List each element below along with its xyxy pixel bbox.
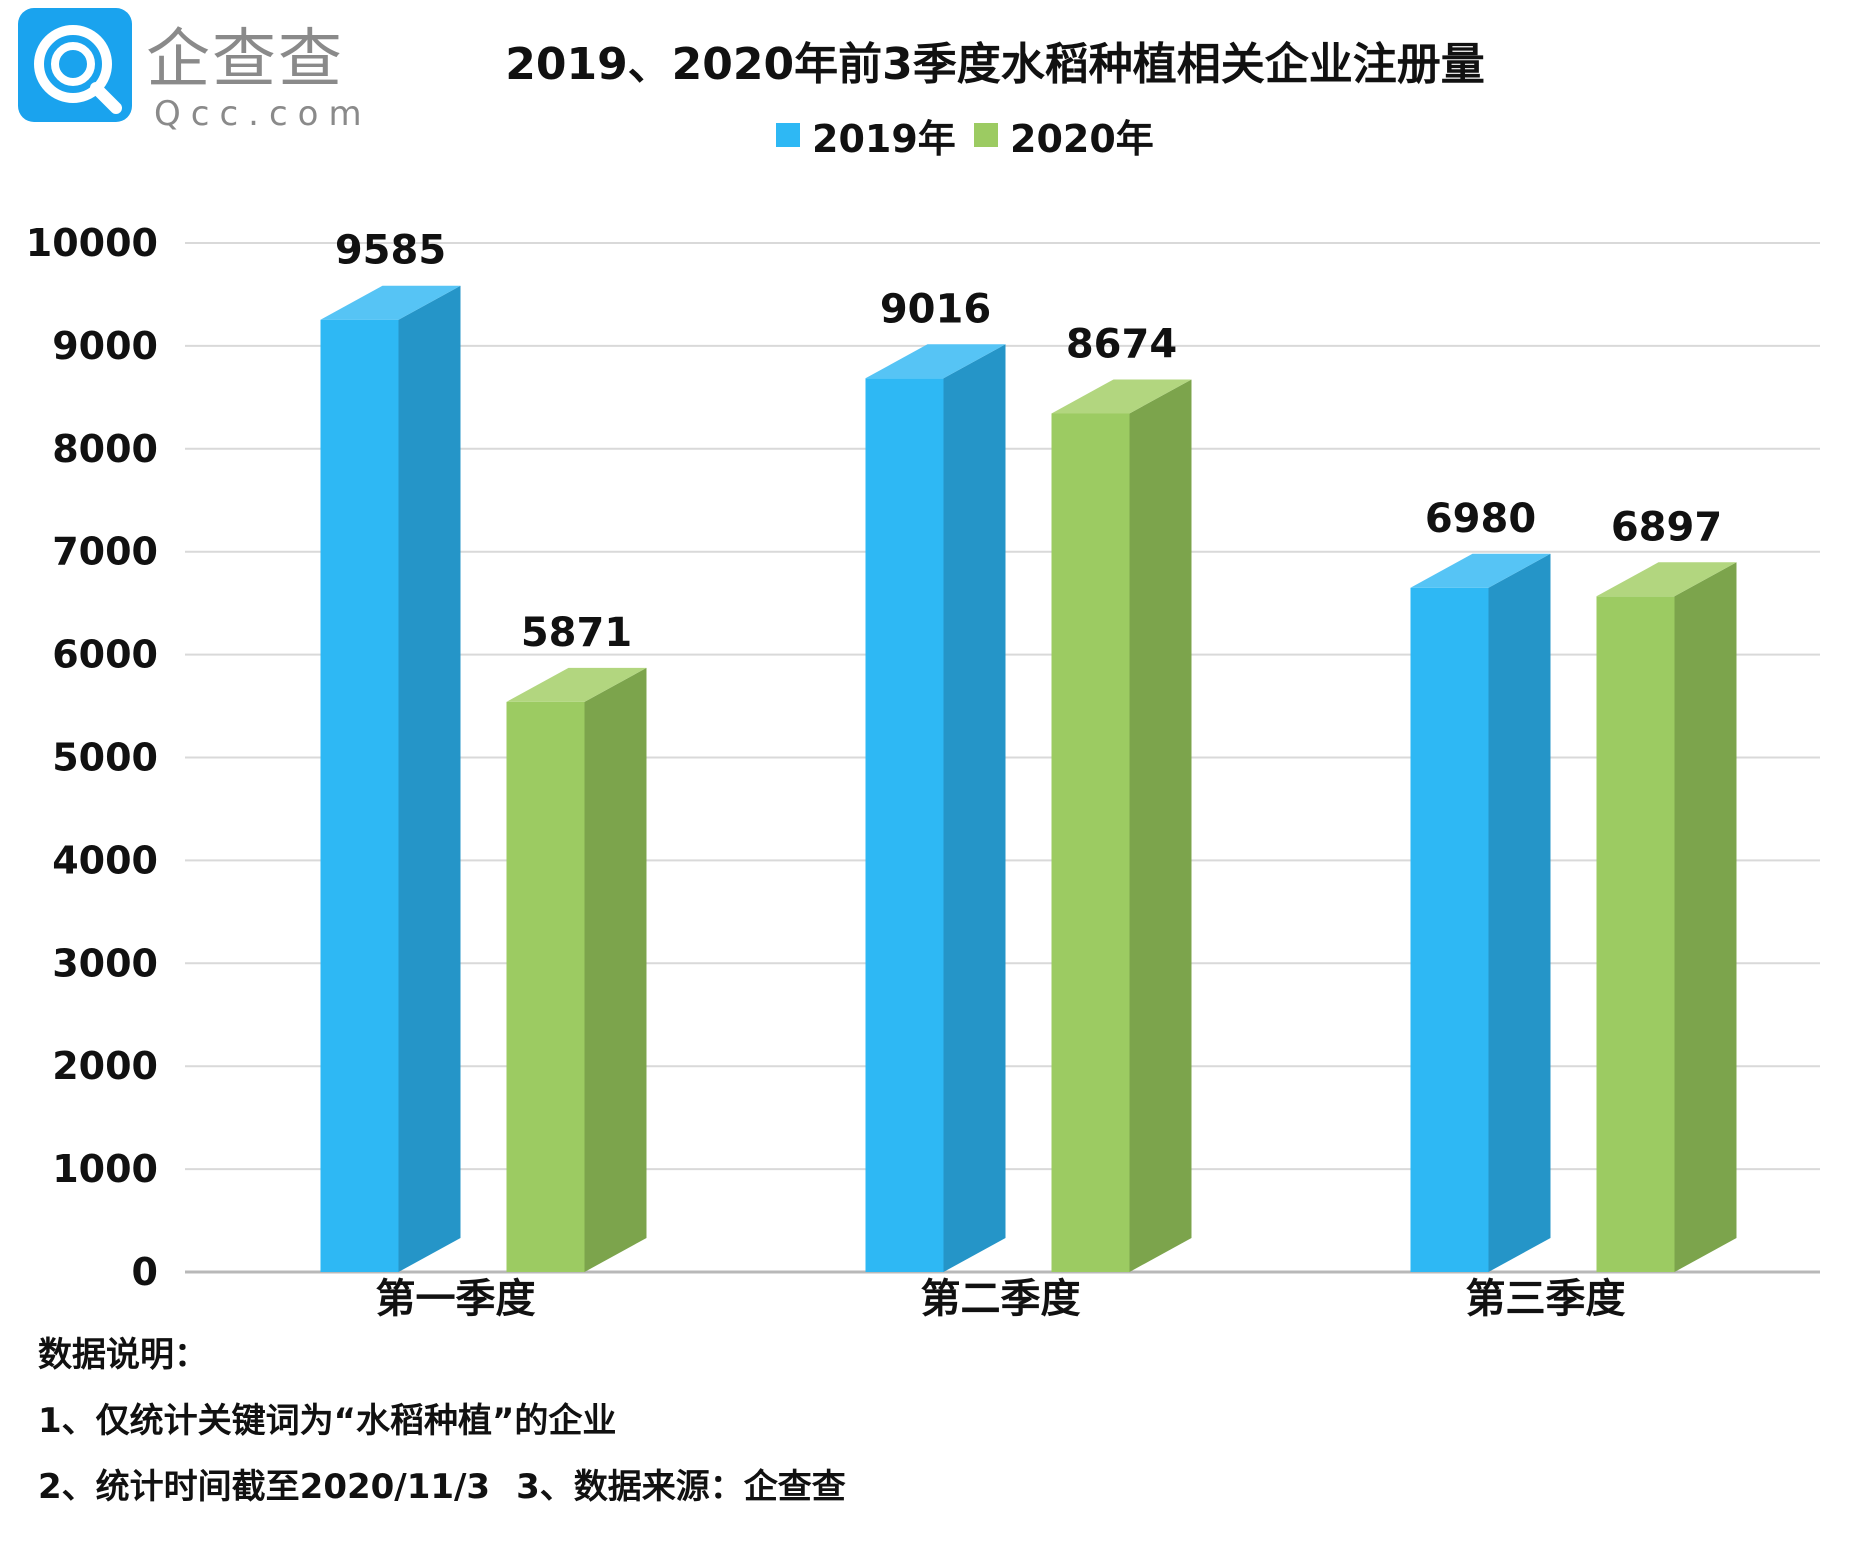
notes-line-2: 2、统计时间截至2020/11/3 3、数据来源：企查查	[38, 1454, 872, 1520]
bar-front	[320, 319, 399, 1272]
y-tick-label: 7000	[52, 530, 158, 574]
bar-front	[1410, 587, 1489, 1272]
notes-heading: 数据说明：	[38, 1335, 208, 1375]
bar-top	[1596, 562, 1737, 597]
bar-top	[1051, 379, 1192, 414]
legend-label-2020: 2020年	[1010, 117, 1154, 161]
bar-chart: 0 1000 2000 3000 4000 5000 6000 7000 8000 9000 100…	[26, 221, 1820, 1320]
qcc-logo-icon	[18, 8, 132, 122]
bar-side	[1488, 553, 1551, 1272]
y-tick-label: 8000	[52, 427, 158, 471]
logo-name-en: Qcc.com	[154, 94, 372, 134]
data-label: 9016	[880, 286, 991, 332]
bar-top	[865, 344, 1006, 379]
data-label: 9585	[335, 228, 446, 274]
y-tick-label: 1000	[52, 1147, 158, 1191]
y-tick-label: 5000	[52, 736, 158, 780]
y-tick-label: 3000	[52, 941, 158, 985]
data-label: 6897	[1611, 504, 1722, 550]
bar-side	[398, 285, 461, 1272]
data-label: 5871	[521, 610, 632, 656]
data-label: 6980	[1425, 496, 1536, 542]
bar-side	[1674, 562, 1737, 1272]
bar-top	[1410, 553, 1551, 588]
y-tick-label: 0	[132, 1250, 158, 1294]
bar-side	[943, 344, 1006, 1272]
y-tick-label: 2000	[52, 1044, 158, 1088]
legend-swatch-2019	[776, 123, 800, 147]
bar-top	[506, 667, 647, 702]
bar-top	[320, 285, 461, 320]
chart-legend: 2019年 2020年	[0, 108, 1851, 161]
notes-line-2-source: 3、数据来源：企查查	[516, 1467, 846, 1507]
y-tick-label: 9000	[52, 324, 158, 368]
legend-swatch-2020	[974, 123, 998, 147]
bar-front	[1051, 413, 1130, 1272]
notes-line-1: 1、仅统计关键词为“水稻种植”的企业	[38, 1401, 617, 1441]
bar-front	[1596, 596, 1675, 1272]
bar-front	[865, 378, 944, 1272]
bar-side	[584, 667, 647, 1272]
notes-line-2-period: 2、统计时间截至2020/11/3	[38, 1467, 491, 1507]
x-tick-label: 第三季度	[1466, 1276, 1626, 1320]
bar-front	[506, 701, 585, 1272]
y-tick-label: 6000	[52, 633, 158, 677]
data-label: 8674	[1066, 321, 1177, 367]
bar-side	[1129, 379, 1192, 1272]
x-tick-label: 第二季度	[921, 1276, 1081, 1320]
x-tick-label: 第一季度	[376, 1276, 536, 1320]
chart-title: 2019、2020年前3季度水稻种植相关企业注册量	[505, 39, 1485, 90]
y-tick-label: 4000	[52, 838, 158, 882]
data-notes: 数据说明： 1、仅统计关键词为“水稻种植”的企业 2、统计时间截至2020/11…	[38, 1322, 872, 1520]
logo-name-cn: 企查查	[146, 23, 344, 97]
y-tick-label: 10000	[26, 221, 158, 265]
qcc-logo: 企查查 Qcc.com	[18, 8, 438, 134]
legend-label-2019: 2019年	[812, 117, 956, 161]
